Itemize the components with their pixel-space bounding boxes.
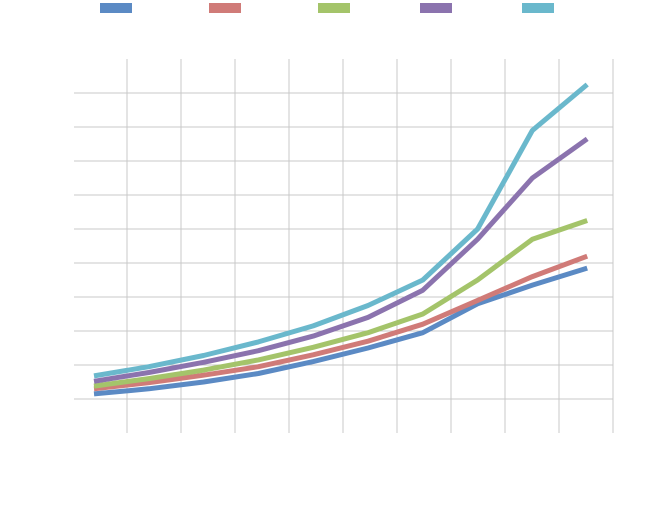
series-line-5	[93, 82, 589, 379]
series-line-4	[93, 136, 589, 384]
series-line-3	[93, 218, 589, 389]
series-line-1	[93, 265, 588, 397]
gridlines	[74, 59, 614, 433]
series-lines	[93, 82, 589, 397]
legend-swatch-5	[522, 3, 554, 13]
legend	[100, 3, 554, 13]
legend-swatch-1	[100, 3, 132, 13]
legend-swatch-4	[420, 3, 452, 13]
series-line-2	[93, 253, 589, 392]
legend-swatch-2	[209, 3, 241, 13]
legend-swatch-3	[318, 3, 350, 13]
